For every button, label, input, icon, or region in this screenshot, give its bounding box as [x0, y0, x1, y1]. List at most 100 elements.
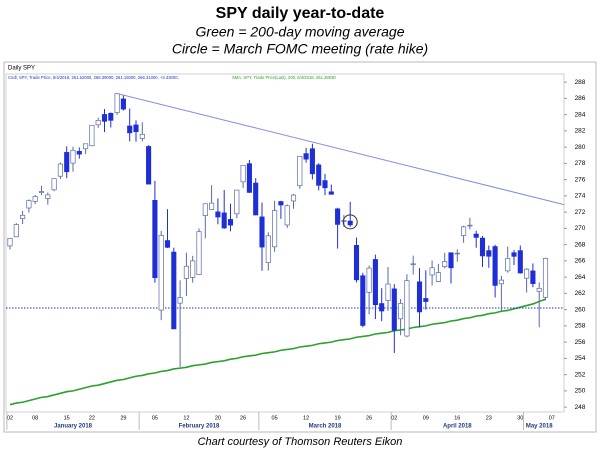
- candle-body: [76, 151, 82, 155]
- candle-body: [265, 235, 271, 264]
- candle-body: [177, 297, 183, 304]
- candle-body: [253, 182, 259, 216]
- candle-body: [101, 114, 108, 122]
- y-tick-label: 282: [575, 128, 586, 135]
- candle-body: [309, 148, 315, 175]
- candle-body: [272, 210, 278, 248]
- y-tick-label: 256: [575, 339, 586, 346]
- y-tick-label: 248: [575, 404, 586, 411]
- candle-body: [190, 260, 196, 278]
- legend-sma: SMA, SPY, Trade Price(Last), 200, 5/4/20…: [232, 75, 336, 80]
- candle-body: [221, 212, 227, 229]
- month-label: January 2018: [54, 424, 93, 430]
- candle-body: [51, 178, 57, 191]
- y-tick-label: 272: [575, 209, 586, 216]
- candle-body: [57, 163, 63, 177]
- y-tick-label: 274: [575, 193, 586, 200]
- candle-body: [13, 224, 19, 238]
- candle-body: [461, 226, 467, 236]
- x-tick-label: 09: [423, 415, 429, 421]
- y-tick-label: 286: [575, 95, 586, 102]
- candle-body: [360, 275, 366, 326]
- y-tick-label: 252: [575, 371, 586, 378]
- y-tick-label: 268: [575, 241, 586, 248]
- x-tick-label: 12: [183, 415, 189, 421]
- candle-body: [152, 199, 158, 279]
- trendline: [116, 93, 565, 206]
- candle-body: [530, 270, 536, 284]
- candle-body: [259, 216, 265, 248]
- y-tick-label: 278: [575, 160, 586, 167]
- candle-body: [146, 146, 152, 185]
- chart-subtitle: Green = 200-day moving average: [196, 24, 405, 40]
- candle-body: [284, 205, 290, 226]
- candle-body: [297, 155, 303, 187]
- candle-body: [183, 265, 189, 279]
- candle-body: [353, 245, 360, 281]
- chart-subtitle: Circle = March FOMC meeting (rate hike): [172, 41, 428, 57]
- candle-body: [303, 153, 309, 160]
- candle-body: [454, 252, 460, 255]
- candle-body: [442, 261, 448, 267]
- candle-body: [429, 267, 435, 276]
- y-tick-label: 288: [575, 79, 586, 86]
- candle-body: [448, 252, 454, 269]
- y-tick-label: 262: [575, 290, 586, 297]
- candle-body: [139, 133, 145, 139]
- candle-body: [133, 124, 139, 133]
- candle-body: [114, 93, 120, 113]
- candle-body: [158, 235, 164, 311]
- candle-body: [385, 283, 391, 301]
- candle-body: [64, 152, 70, 173]
- candle-body: [38, 191, 45, 193]
- candle-body: [164, 240, 171, 248]
- candle-body: [511, 252, 517, 257]
- x-tick-label: 02: [391, 415, 397, 421]
- candle-body: [316, 164, 322, 186]
- y-tick-label: 284: [575, 111, 586, 118]
- y-tick-label: 258: [575, 323, 586, 330]
- candle-body: [202, 203, 208, 216]
- x-tick-label: 08: [32, 415, 38, 421]
- x-tick-label: 12: [303, 415, 309, 421]
- candle-body: [209, 202, 215, 210]
- candle-body: [479, 237, 486, 257]
- candle-body: [7, 238, 13, 247]
- x-tick-label: 20: [215, 415, 221, 421]
- candle-body: [246, 163, 252, 193]
- y-tick-label: 266: [575, 258, 586, 265]
- x-tick-label: 26: [366, 415, 372, 421]
- candle-body: [20, 214, 26, 219]
- candle-body: [322, 180, 328, 189]
- candle-body: [542, 258, 549, 298]
- candle-body: [171, 251, 177, 330]
- x-tick-label: 19: [335, 415, 341, 421]
- footer: Chart courtesy of Thomson Reuters Eikon: [198, 436, 403, 448]
- candle-body: [83, 143, 89, 150]
- candle-body: [435, 272, 441, 282]
- candle-body: [498, 279, 504, 285]
- candle-body: [341, 220, 347, 222]
- candle-body: [234, 189, 240, 215]
- legend-candle: Cndl, SPY, Trade Price, 5/4/2018, 261.52…: [8, 75, 179, 80]
- candle-body: [366, 267, 372, 293]
- candle-body: [486, 250, 492, 257]
- candle-body: [328, 191, 334, 195]
- x-tick-label: 22: [89, 415, 95, 421]
- candle-body: [335, 208, 341, 225]
- candle-body: [517, 250, 523, 274]
- candle-body: [416, 281, 423, 313]
- candle-body: [467, 224, 473, 227]
- candle-body: [70, 149, 76, 164]
- month-label: May 2018: [526, 424, 553, 430]
- candle-body: [410, 263, 416, 265]
- candle-body: [278, 201, 284, 206]
- candle-body: [391, 288, 397, 331]
- x-tick-label: 02: [7, 415, 13, 421]
- y-tick-label: 250: [575, 388, 586, 395]
- x-tick-label: 16: [454, 415, 460, 421]
- candle-body: [524, 268, 530, 279]
- x-tick-label: 05: [152, 415, 158, 421]
